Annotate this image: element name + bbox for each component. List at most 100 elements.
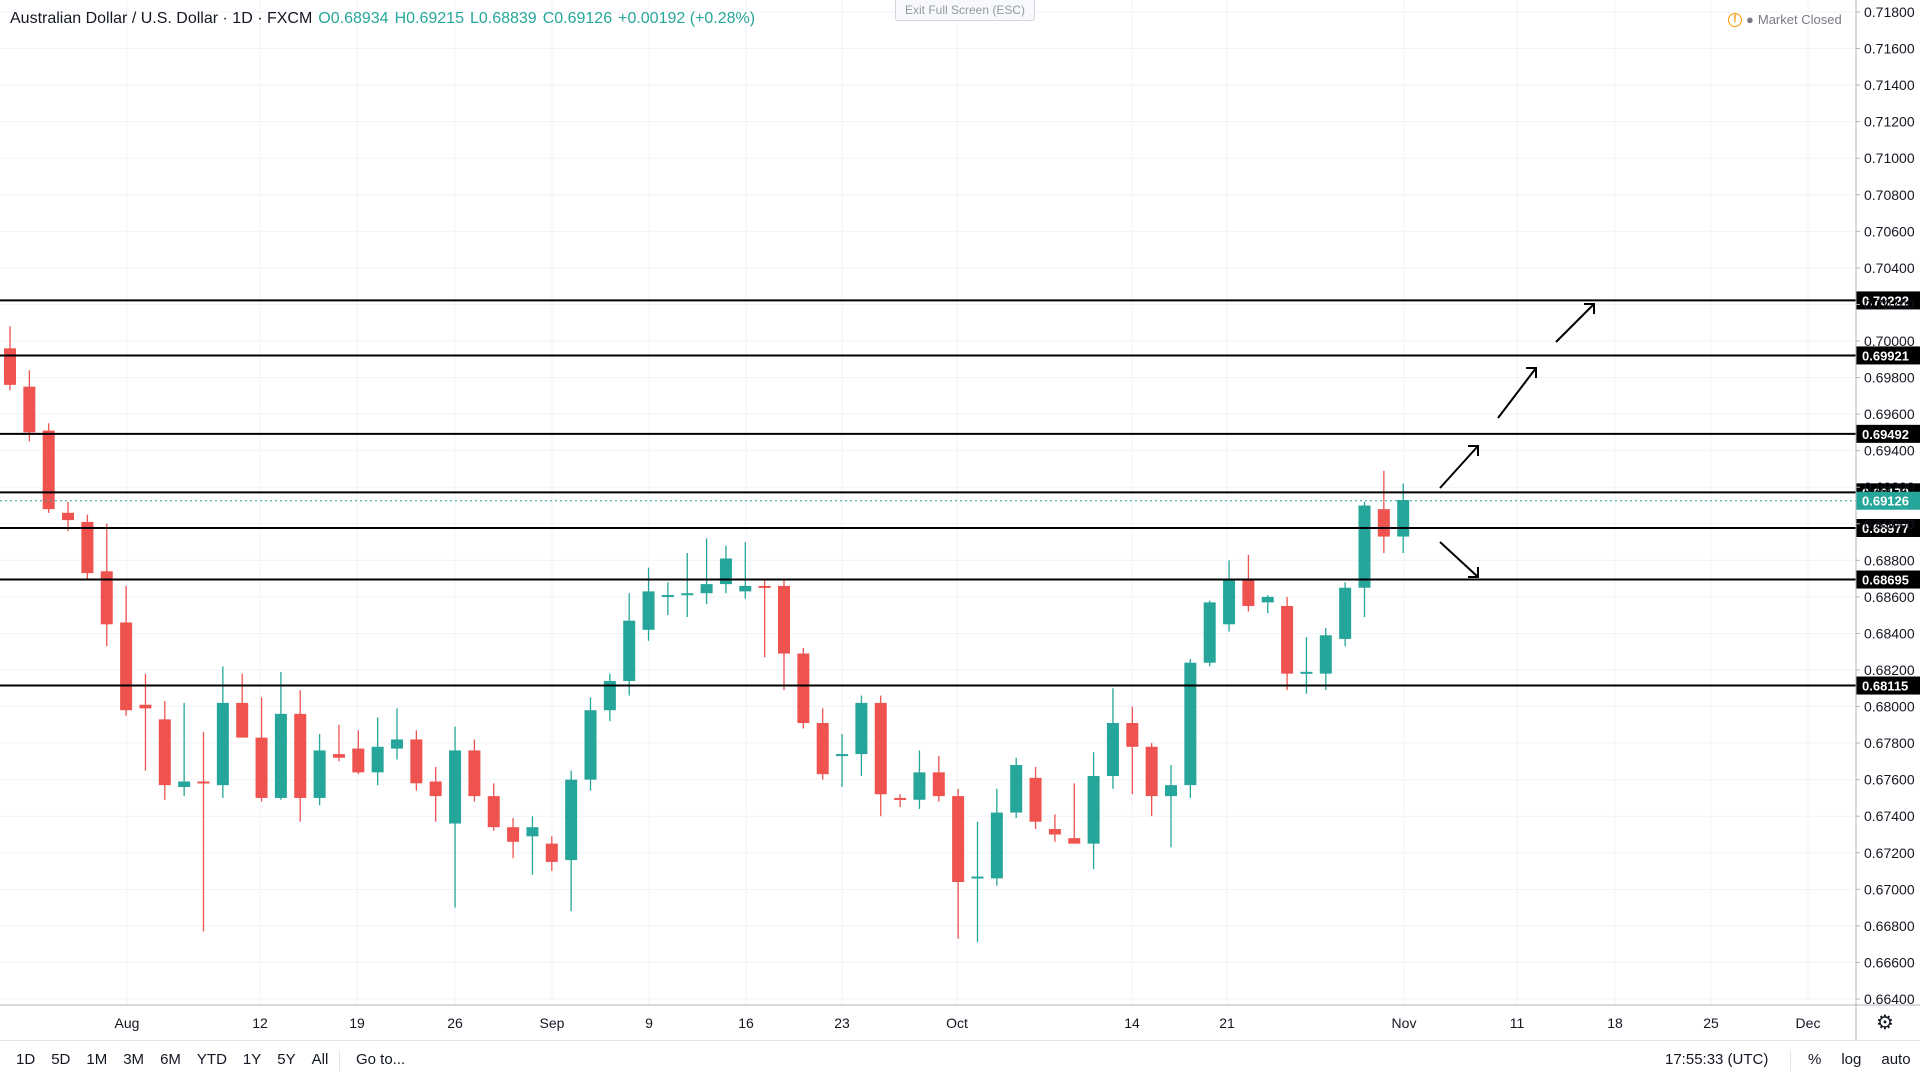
time-tick-label: 18 bbox=[1607, 1015, 1623, 1031]
time-tick-label: 12 bbox=[252, 1015, 268, 1031]
time-tick-label: 19 bbox=[349, 1015, 365, 1031]
price-tick-label: 0.69600 bbox=[1864, 406, 1915, 422]
candle-body bbox=[197, 781, 210, 784]
chart-grid bbox=[0, 0, 1854, 1005]
range-5y-button[interactable]: 5Y bbox=[277, 1051, 296, 1068]
price-chart[interactable]: 0.702220.699210.694920.691720.689770.686… bbox=[0, 0, 1920, 1040]
candle-body bbox=[874, 702, 887, 795]
price-tick-label: 0.70200 bbox=[1864, 296, 1915, 312]
arrow-up-3 bbox=[1555, 303, 1595, 343]
candle-body bbox=[100, 571, 113, 625]
utc-clock[interactable]: 17:55:33 (UTC) bbox=[1665, 1051, 1769, 1068]
candle-body bbox=[642, 591, 655, 630]
candle-body bbox=[1068, 838, 1081, 844]
candlestick-series bbox=[4, 326, 1410, 943]
price-tick-label: 0.67800 bbox=[1864, 735, 1915, 751]
range-ytd-button[interactable]: YTD bbox=[196, 1051, 227, 1068]
horizontal-levels: 0.702220.699210.694920.691720.689770.686… bbox=[0, 291, 1920, 695]
candle-body bbox=[719, 558, 732, 585]
candle-body bbox=[4, 348, 16, 385]
candle-body bbox=[1048, 829, 1061, 835]
price-tick-label: 0.71800 bbox=[1864, 4, 1915, 20]
candle-body bbox=[468, 750, 481, 797]
range-6m-button[interactable]: 6M bbox=[160, 1051, 181, 1068]
price-tick-label: 0.66600 bbox=[1864, 954, 1915, 970]
level-price-tag bbox=[1856, 346, 1920, 365]
candle-body bbox=[507, 827, 520, 842]
time-tick-label: Aug bbox=[115, 1015, 140, 1031]
candle-body bbox=[778, 585, 790, 654]
candle-body bbox=[1145, 746, 1158, 797]
range-3m-button[interactable]: 3M bbox=[123, 1051, 145, 1068]
candle-body bbox=[178, 781, 191, 787]
arrow-down-head bbox=[1468, 567, 1479, 578]
range-5d-button[interactable]: 5D bbox=[51, 1051, 71, 1068]
range-1y-button[interactable]: 1Y bbox=[242, 1051, 262, 1068]
range-1m-button[interactable]: 1M bbox=[86, 1051, 108, 1068]
time-tick-label: Sep bbox=[540, 1015, 565, 1031]
market-dot-icon: ● bbox=[1746, 12, 1754, 27]
time-tick-label: 26 bbox=[447, 1015, 463, 1031]
level-price-label: 0.70222 bbox=[1862, 293, 1909, 308]
toolbar-divider bbox=[339, 1051, 340, 1071]
level-price-label: 0.68977 bbox=[1862, 521, 1909, 536]
range-1d-button[interactable]: 1D bbox=[16, 1051, 36, 1068]
market-status[interactable]: ! ● Market Closed bbox=[1728, 12, 1842, 27]
arrow-down bbox=[1439, 541, 1479, 578]
candle-body bbox=[661, 595, 674, 598]
range-all-button[interactable]: All bbox=[311, 1051, 329, 1068]
range-buttons: 1D 5D 1M 3M 6M YTD 1Y 5Y All bbox=[8, 1051, 336, 1068]
scale-options: % log auto bbox=[1808, 1051, 1911, 1068]
log-scale-button[interactable]: log bbox=[1841, 1051, 1862, 1068]
axes: 0.71800 0.71600 0.71400 0.71200 0.71000 0.708… bbox=[0, 0, 1920, 1040]
candle-body bbox=[526, 827, 539, 837]
candle-body bbox=[216, 702, 229, 786]
level-price-tag bbox=[1856, 676, 1920, 695]
price-tick-label: 0.71000 bbox=[1864, 150, 1915, 166]
candle-body bbox=[1223, 580, 1236, 625]
auto-scale-button[interactable]: auto bbox=[1881, 1051, 1911, 1068]
candle-body bbox=[332, 754, 345, 758]
candle-body bbox=[1377, 509, 1390, 537]
trend-arrows bbox=[1439, 303, 1595, 578]
time-tick-label: 25 bbox=[1703, 1015, 1719, 1031]
exit-fullscreen-button[interactable]: Exit Full Screen (ESC) bbox=[895, 0, 1035, 21]
candle-body bbox=[449, 750, 462, 824]
candle-body bbox=[623, 620, 636, 681]
candle-body bbox=[81, 521, 94, 574]
price-tick-label: 0.68200 bbox=[1864, 662, 1915, 678]
time-tick-label: 16 bbox=[738, 1015, 754, 1031]
candle-body bbox=[971, 876, 984, 879]
candle-body bbox=[352, 748, 365, 773]
arrow-up-2 bbox=[1497, 367, 1537, 419]
level-price-tag bbox=[1856, 570, 1920, 589]
candle-body bbox=[545, 843, 558, 862]
candle-body bbox=[1126, 723, 1139, 747]
candle-body bbox=[1300, 671, 1313, 674]
goto-button[interactable]: Go to... bbox=[356, 1051, 406, 1068]
arrow-up-2-head bbox=[1526, 367, 1537, 378]
candle-body bbox=[120, 622, 133, 711]
level-price-label: 0.68695 bbox=[1862, 573, 1909, 588]
candle-body bbox=[1281, 606, 1294, 674]
price-tick-label: 0.67000 bbox=[1864, 881, 1915, 897]
symbol-title[interactable]: Australian Dollar / U.S. Dollar · 1D · F… bbox=[10, 10, 313, 27]
price-tick-label: 0.68400 bbox=[1864, 625, 1915, 641]
candle-body bbox=[236, 702, 249, 738]
candle-body bbox=[62, 512, 75, 521]
candle-body bbox=[603, 680, 616, 711]
level-price-tag bbox=[1856, 291, 1920, 310]
change-value: +0.00192 (+0.28%) bbox=[618, 10, 756, 27]
price-tick-label: 0.68000 bbox=[1864, 699, 1915, 715]
price-tick-label: 0.70800 bbox=[1864, 187, 1915, 203]
price-tick-label: 0.69000 bbox=[1864, 516, 1915, 532]
price-tick-label: 0.67400 bbox=[1864, 808, 1915, 824]
level-price-label: 0.68115 bbox=[1862, 679, 1908, 694]
level-price-tag bbox=[1856, 518, 1920, 537]
price-tick-label: 0.68600 bbox=[1864, 589, 1915, 605]
candle-body bbox=[391, 739, 403, 749]
candle-body bbox=[294, 713, 307, 798]
percent-scale-button[interactable]: % bbox=[1808, 1051, 1822, 1068]
high-value: H0.69215 bbox=[394, 10, 464, 27]
settings-gear-icon[interactable]: ⚙ bbox=[1876, 1012, 1894, 1034]
